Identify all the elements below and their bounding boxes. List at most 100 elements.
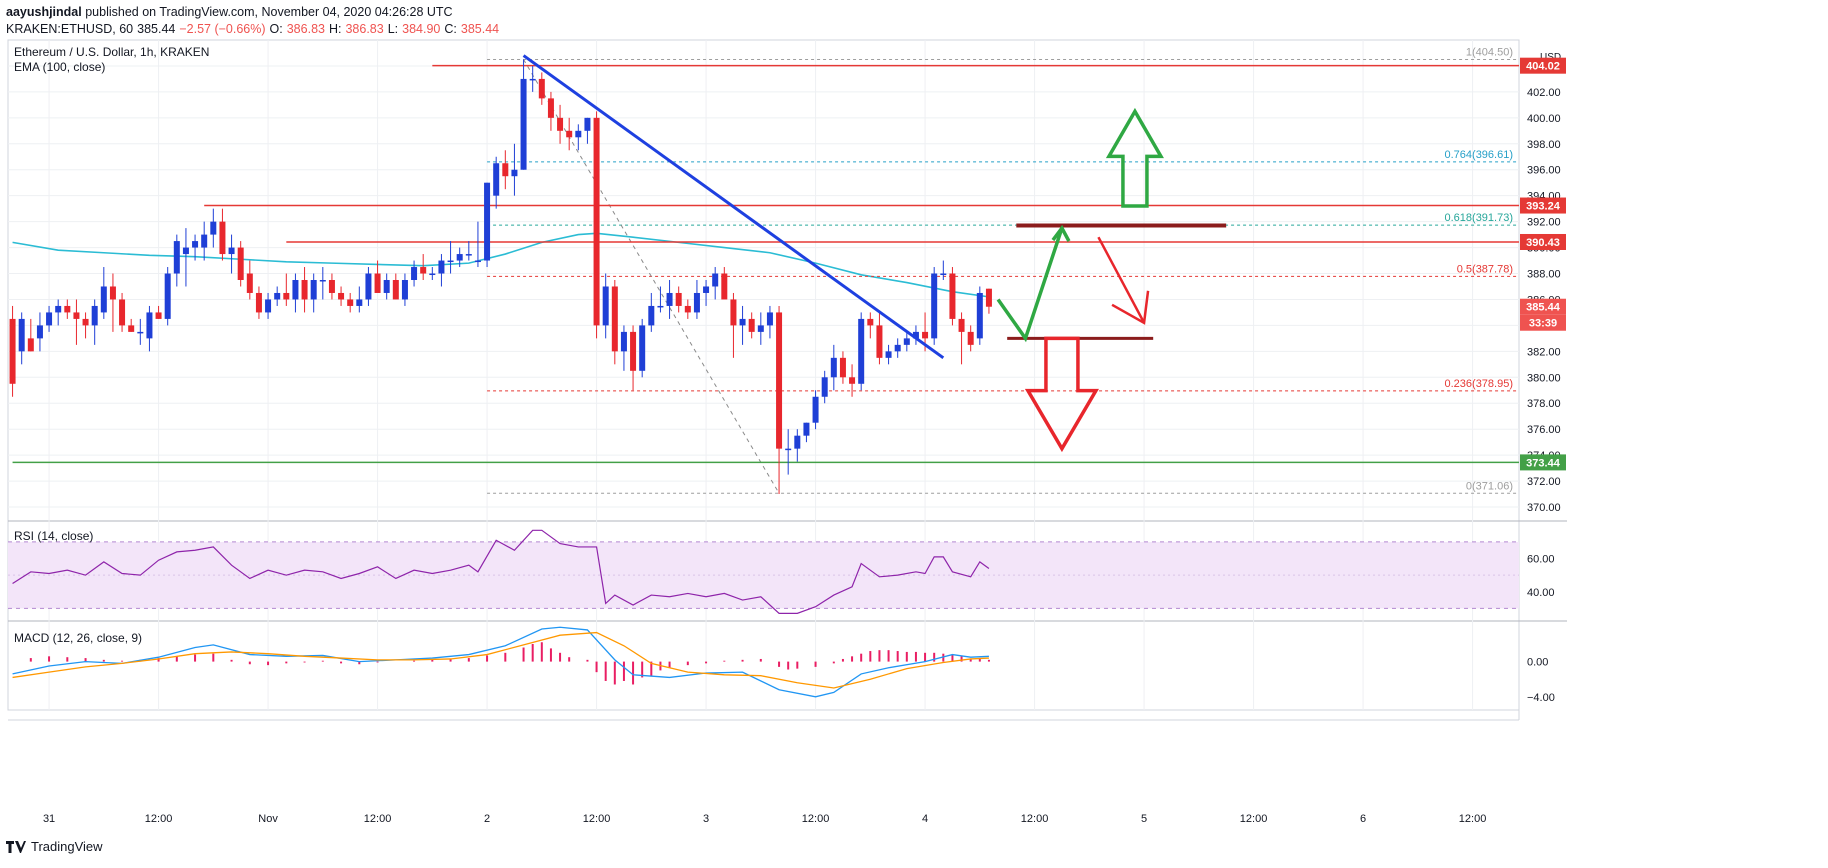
candle-body xyxy=(867,318,874,326)
candle-body xyxy=(566,130,573,138)
candle-body xyxy=(949,273,956,319)
candle-body xyxy=(529,78,536,81)
candle-body xyxy=(46,312,53,326)
candle-body xyxy=(611,286,618,352)
candle-body xyxy=(967,331,974,345)
candle-body xyxy=(931,273,938,339)
candle-body xyxy=(91,305,98,326)
candle-body xyxy=(794,435,801,449)
candle-body xyxy=(876,325,883,358)
candle-body xyxy=(639,325,646,371)
candle-body xyxy=(155,312,162,319)
time-tick-label: 5 xyxy=(1141,813,1147,825)
rsi-title: RSI (14, close) xyxy=(14,529,93,543)
high-value: 386.83 xyxy=(345,22,384,36)
candle-body xyxy=(922,331,929,339)
candle-body xyxy=(903,338,910,345)
candle-body xyxy=(137,331,144,334)
bearish-path-arrowhead xyxy=(1111,290,1150,325)
candle-body xyxy=(447,260,454,263)
candle-body xyxy=(128,325,135,332)
footer-brand[interactable]: TradingView xyxy=(6,839,103,854)
candle-body xyxy=(401,280,408,300)
price-tick-label: 380.00 xyxy=(1527,372,1561,384)
candle-body xyxy=(55,305,62,313)
candle-body xyxy=(173,241,180,274)
rsi-tick-label: 60.00 xyxy=(1527,554,1555,566)
price-level-tag xyxy=(1520,197,1566,214)
price-tick-label: 372.00 xyxy=(1527,476,1561,488)
low-label: L: xyxy=(387,22,399,36)
candle-body xyxy=(265,299,272,313)
fib-diagonal-line xyxy=(523,59,780,494)
price-level-tag xyxy=(1520,57,1566,74)
candle-body xyxy=(328,280,335,293)
candle-body xyxy=(776,312,783,449)
candle-body xyxy=(119,299,126,326)
time-tick-label: 6 xyxy=(1360,813,1366,825)
price-tick-label: 388.00 xyxy=(1527,269,1561,281)
candle-body xyxy=(255,292,262,313)
candle-body xyxy=(383,280,390,293)
candle-body xyxy=(210,221,217,235)
time-tick-label: 12:00 xyxy=(1459,813,1487,825)
close-value: 385.44 xyxy=(460,22,500,36)
main-chart-title: Ethereum / U.S. Dollar, 1h, KRAKEN xyxy=(14,45,209,59)
time-tick-label: 12:00 xyxy=(583,813,611,825)
price-level-tag-label: 390.43 xyxy=(1526,237,1560,249)
price-tick-label: 396.00 xyxy=(1527,165,1561,177)
candle-body xyxy=(839,357,846,378)
candle-body xyxy=(228,247,235,255)
candle-body xyxy=(100,286,107,313)
last-price-tag-label: 33:39 xyxy=(1529,318,1557,330)
candle-body xyxy=(192,241,199,248)
publish-line: aayushjindal published on TradingView.co… xyxy=(6,4,1006,21)
candle-body xyxy=(438,260,445,274)
bearish-path-arrow xyxy=(1097,236,1146,324)
candle-body xyxy=(82,318,89,326)
candle-body xyxy=(484,182,491,261)
candle-body xyxy=(912,331,919,339)
price-tick-label: 398.00 xyxy=(1527,139,1561,151)
ema-100-line xyxy=(12,232,990,298)
time-tick-label: 12:00 xyxy=(802,813,830,825)
time-tick-label: 31 xyxy=(43,813,55,825)
candle-body xyxy=(547,98,554,118)
candle-body xyxy=(538,78,545,99)
candle-body xyxy=(64,305,71,313)
chart-frame xyxy=(7,39,1520,711)
price-tick-label: 376.00 xyxy=(1527,424,1561,436)
fib-level-label: 0.5(387.78) xyxy=(1457,263,1513,275)
price-level-tag-label: 404.02 xyxy=(1526,61,1560,73)
candle-body xyxy=(420,267,427,274)
candle-body xyxy=(109,286,116,300)
candle-body xyxy=(474,260,481,263)
bullish-path-arrow xyxy=(996,227,1064,343)
price-tick-label: 370.00 xyxy=(1527,502,1561,514)
candle-body xyxy=(712,273,719,287)
candle-body xyxy=(18,318,25,352)
candle-body xyxy=(283,292,290,300)
author-name[interactable]: aayushjindal xyxy=(6,5,82,19)
candle-body xyxy=(812,396,819,423)
price-level-tag-label: 373.44 xyxy=(1526,457,1561,469)
candle-body xyxy=(821,377,828,397)
candle-body xyxy=(575,130,582,138)
time-tick-label: 2 xyxy=(484,813,490,825)
candle-body xyxy=(693,292,700,313)
candle-body xyxy=(411,267,418,280)
price-tick-label: 378.00 xyxy=(1527,398,1561,410)
macd-series-line xyxy=(12,631,989,689)
candle-body xyxy=(36,325,43,339)
candle-body xyxy=(310,280,317,300)
time-tick-label: Nov xyxy=(258,813,278,825)
candle-body xyxy=(219,221,226,255)
candle-body xyxy=(766,312,773,326)
candle-body xyxy=(630,331,637,371)
candle-body xyxy=(894,344,901,352)
candle-body xyxy=(785,448,792,451)
price-change: −2.57 (−0.66%) xyxy=(179,22,266,36)
down-target-arrow xyxy=(1024,336,1099,453)
price-tick-label: 400.00 xyxy=(1527,113,1561,125)
